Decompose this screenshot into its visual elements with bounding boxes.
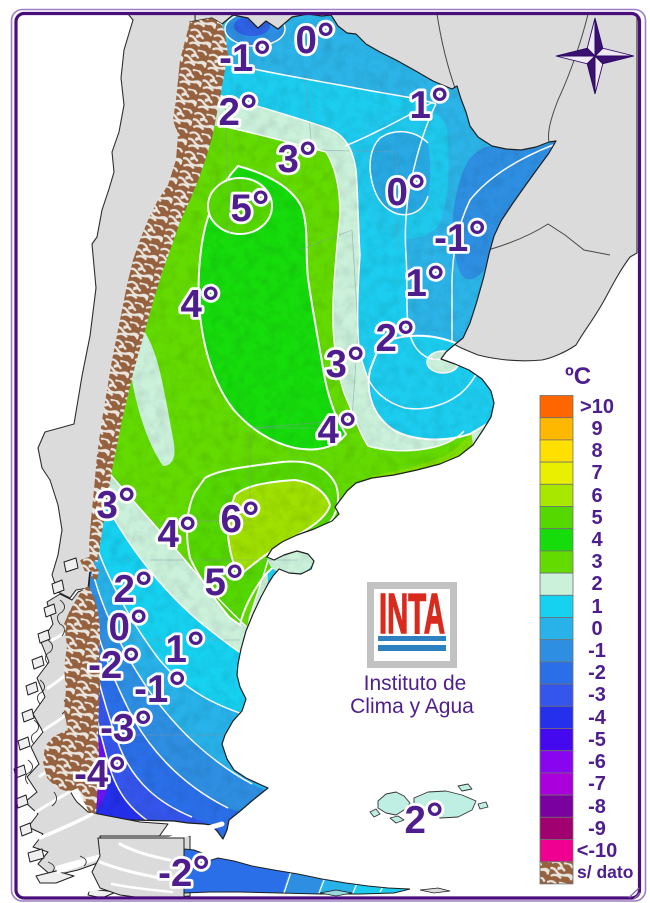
svg-text:2°: 2° xyxy=(375,312,414,361)
svg-text:4°: 4° xyxy=(157,508,196,557)
svg-text:0: 0 xyxy=(591,618,602,640)
svg-text:-4°: -4° xyxy=(74,748,126,797)
svg-text:1°: 1° xyxy=(409,79,448,128)
svg-text:-5: -5 xyxy=(588,729,606,751)
svg-text:5°: 5° xyxy=(230,182,269,231)
svg-text:0°: 0° xyxy=(108,601,147,650)
svg-text:-1°: -1° xyxy=(134,663,186,712)
svg-text:2°: 2° xyxy=(218,86,257,135)
svg-text:-1°: -1° xyxy=(219,32,271,81)
svg-text:INTA: INTA xyxy=(379,582,445,646)
svg-text:-2: -2 xyxy=(588,662,606,684)
svg-text:3: 3 xyxy=(591,551,602,573)
svg-text:1°: 1° xyxy=(165,623,204,672)
svg-text:6: 6 xyxy=(591,485,602,507)
svg-text:-8: -8 xyxy=(588,796,606,818)
svg-text:2°: 2° xyxy=(404,794,443,843)
svg-text:-3°: -3° xyxy=(100,702,152,751)
svg-text:-1: -1 xyxy=(588,640,606,662)
svg-text:1: 1 xyxy=(591,596,602,618)
svg-text:<-10: <-10 xyxy=(577,840,618,862)
svg-text:7: 7 xyxy=(591,462,602,484)
svg-text:8: 8 xyxy=(591,440,602,462)
svg-text:3°: 3° xyxy=(325,338,364,387)
svg-text:ºC: ºC xyxy=(565,363,591,390)
svg-text:3°: 3° xyxy=(277,133,316,182)
svg-text:9: 9 xyxy=(591,418,602,440)
svg-text:Instituto de: Instituto de xyxy=(364,672,467,695)
svg-text:5°: 5° xyxy=(204,556,243,605)
svg-text:-9: -9 xyxy=(588,818,606,840)
svg-text:2: 2 xyxy=(591,573,602,595)
svg-text:-7: -7 xyxy=(588,773,606,795)
svg-text:4°: 4° xyxy=(317,404,356,453)
svg-text:>10: >10 xyxy=(580,396,614,418)
svg-text:-2°: -2° xyxy=(88,639,140,688)
svg-text:Clima y Agua: Clima y Agua xyxy=(350,695,474,718)
svg-text:0°: 0° xyxy=(386,166,425,215)
svg-text:0°: 0° xyxy=(295,14,334,63)
svg-text:3°: 3° xyxy=(96,479,135,528)
svg-text:4°: 4° xyxy=(180,278,219,327)
svg-text:1°: 1° xyxy=(405,257,444,306)
svg-text:-4: -4 xyxy=(588,707,607,729)
svg-text:-3: -3 xyxy=(588,684,606,706)
svg-text:-1°: -1° xyxy=(434,212,486,261)
svg-text:6°: 6° xyxy=(220,493,259,542)
svg-text:2°: 2° xyxy=(113,563,152,612)
svg-text:5: 5 xyxy=(591,507,602,529)
svg-text:-6: -6 xyxy=(588,751,606,773)
svg-text:4: 4 xyxy=(591,529,603,551)
svg-text:-2°: -2° xyxy=(158,847,210,896)
svg-text:s/ dato: s/ dato xyxy=(577,862,633,882)
